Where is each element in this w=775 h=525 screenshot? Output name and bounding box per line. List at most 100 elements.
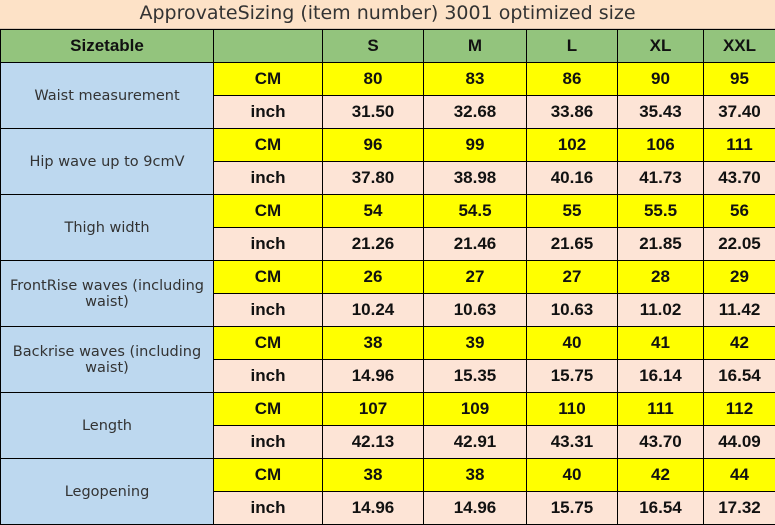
measurement-label-text: Thigh width [64,220,149,236]
value-cell: 21.85 [618,228,704,261]
value-cell: 14.96 [323,360,424,393]
value-cell: 21.46 [424,228,527,261]
value-cell: 111 [618,393,704,426]
value-cell: 55 [527,195,618,228]
value-cell: 43.70 [618,426,704,459]
value-cell: 111 [704,129,775,162]
unit-inch: inch [214,96,323,129]
value-cell: 96 [323,129,424,162]
value-cell: 42.91 [424,426,527,459]
value-cell: 107 [323,393,424,426]
value-cell: 40 [527,459,618,492]
value-cell: 99 [424,129,527,162]
value-cell: 41.73 [618,162,704,195]
value-cell: 31.50 [323,96,424,129]
header-row: Sizetable S M L XL XXL [1,30,775,63]
value-cell: 10.24 [323,294,424,327]
value-cell: 55.5 [618,195,704,228]
value-cell: 38 [424,459,527,492]
value-cell: 11.02 [618,294,704,327]
measurement-label: FrontRise waves (including waist) [1,261,214,327]
value-cell: 43.31 [527,426,618,459]
value-cell: 38 [323,459,424,492]
value-cell: 17.32 [704,492,775,525]
header-size-m: M [424,30,527,63]
measurement-label: Waist measurement [1,63,214,129]
value-cell: 44 [704,459,775,492]
value-cell: 14.96 [323,492,424,525]
page-title: ApprovateSizing (item number) 3001 optim… [0,0,775,29]
unit-inch: inch [214,294,323,327]
value-cell: 112 [704,393,775,426]
value-cell: 43.70 [704,162,775,195]
measurement-label-text: Length [82,418,132,434]
value-cell: 90 [618,63,704,96]
header-sizetable: Sizetable [1,30,214,63]
value-cell: 16.54 [704,360,775,393]
value-cell: 54 [323,195,424,228]
value-cell: 102 [527,129,618,162]
value-cell: 16.54 [618,492,704,525]
value-cell: 40 [527,327,618,360]
value-cell: 27 [424,261,527,294]
value-cell: 15.35 [424,360,527,393]
value-cell: 42 [618,459,704,492]
header-size-s: S [323,30,424,63]
unit-inch: inch [214,492,323,525]
measurement-label-text: Backrise waves (including waist) [1,344,213,376]
unit-inch: inch [214,360,323,393]
value-cell: 110 [527,393,618,426]
header-size-l: L [527,30,618,63]
value-cell: 56 [704,195,775,228]
value-cell: 33.86 [527,96,618,129]
unit-cm: CM [214,63,323,96]
value-cell: 44.09 [704,426,775,459]
value-cell: 39 [424,327,527,360]
measurement-label-text: Waist measurement [34,88,179,104]
value-cell: 37.40 [704,96,775,129]
measurement-label-text: FrontRise waves (including waist) [1,278,213,310]
value-cell: 86 [527,63,618,96]
header-blank [214,30,323,63]
unit-cm: CM [214,393,323,426]
measurement-label: Legopening [1,459,214,525]
value-cell: 41 [618,327,704,360]
unit-inch: inch [214,162,323,195]
unit-cm: CM [214,459,323,492]
value-cell: 28 [618,261,704,294]
unit-cm: CM [214,261,323,294]
header-size-xl: XL [618,30,704,63]
value-cell: 80 [323,63,424,96]
value-cell: 16.14 [618,360,704,393]
unit-cm: CM [214,195,323,228]
unit-inch: inch [214,426,323,459]
measurement-label: Hip wave up to 9cmV [1,129,214,195]
value-cell: 38 [323,327,424,360]
value-cell: 21.65 [527,228,618,261]
value-cell: 26 [323,261,424,294]
measurement-label: Thigh width [1,195,214,261]
value-cell: 11.42 [704,294,775,327]
unit-cm: CM [214,129,323,162]
measurement-label-text: Legopening [65,484,150,500]
value-cell: 27 [527,261,618,294]
value-cell: 15.75 [527,492,618,525]
measurement-label: Backrise waves (including waist) [1,327,214,393]
value-cell: 15.75 [527,360,618,393]
measurement-label: Length [1,393,214,459]
unit-inch: inch [214,228,323,261]
value-cell: 106 [618,129,704,162]
value-cell: 38.98 [424,162,527,195]
value-cell: 83 [424,63,527,96]
measurement-label-text: Hip wave up to 9cmV [29,154,184,170]
value-cell: 109 [424,393,527,426]
value-cell: 42 [704,327,775,360]
size-table: Sizetable S M L XL XXL Waist measurement… [0,29,775,525]
value-cell: 40.16 [527,162,618,195]
value-cell: 37.80 [323,162,424,195]
value-cell: 35.43 [618,96,704,129]
